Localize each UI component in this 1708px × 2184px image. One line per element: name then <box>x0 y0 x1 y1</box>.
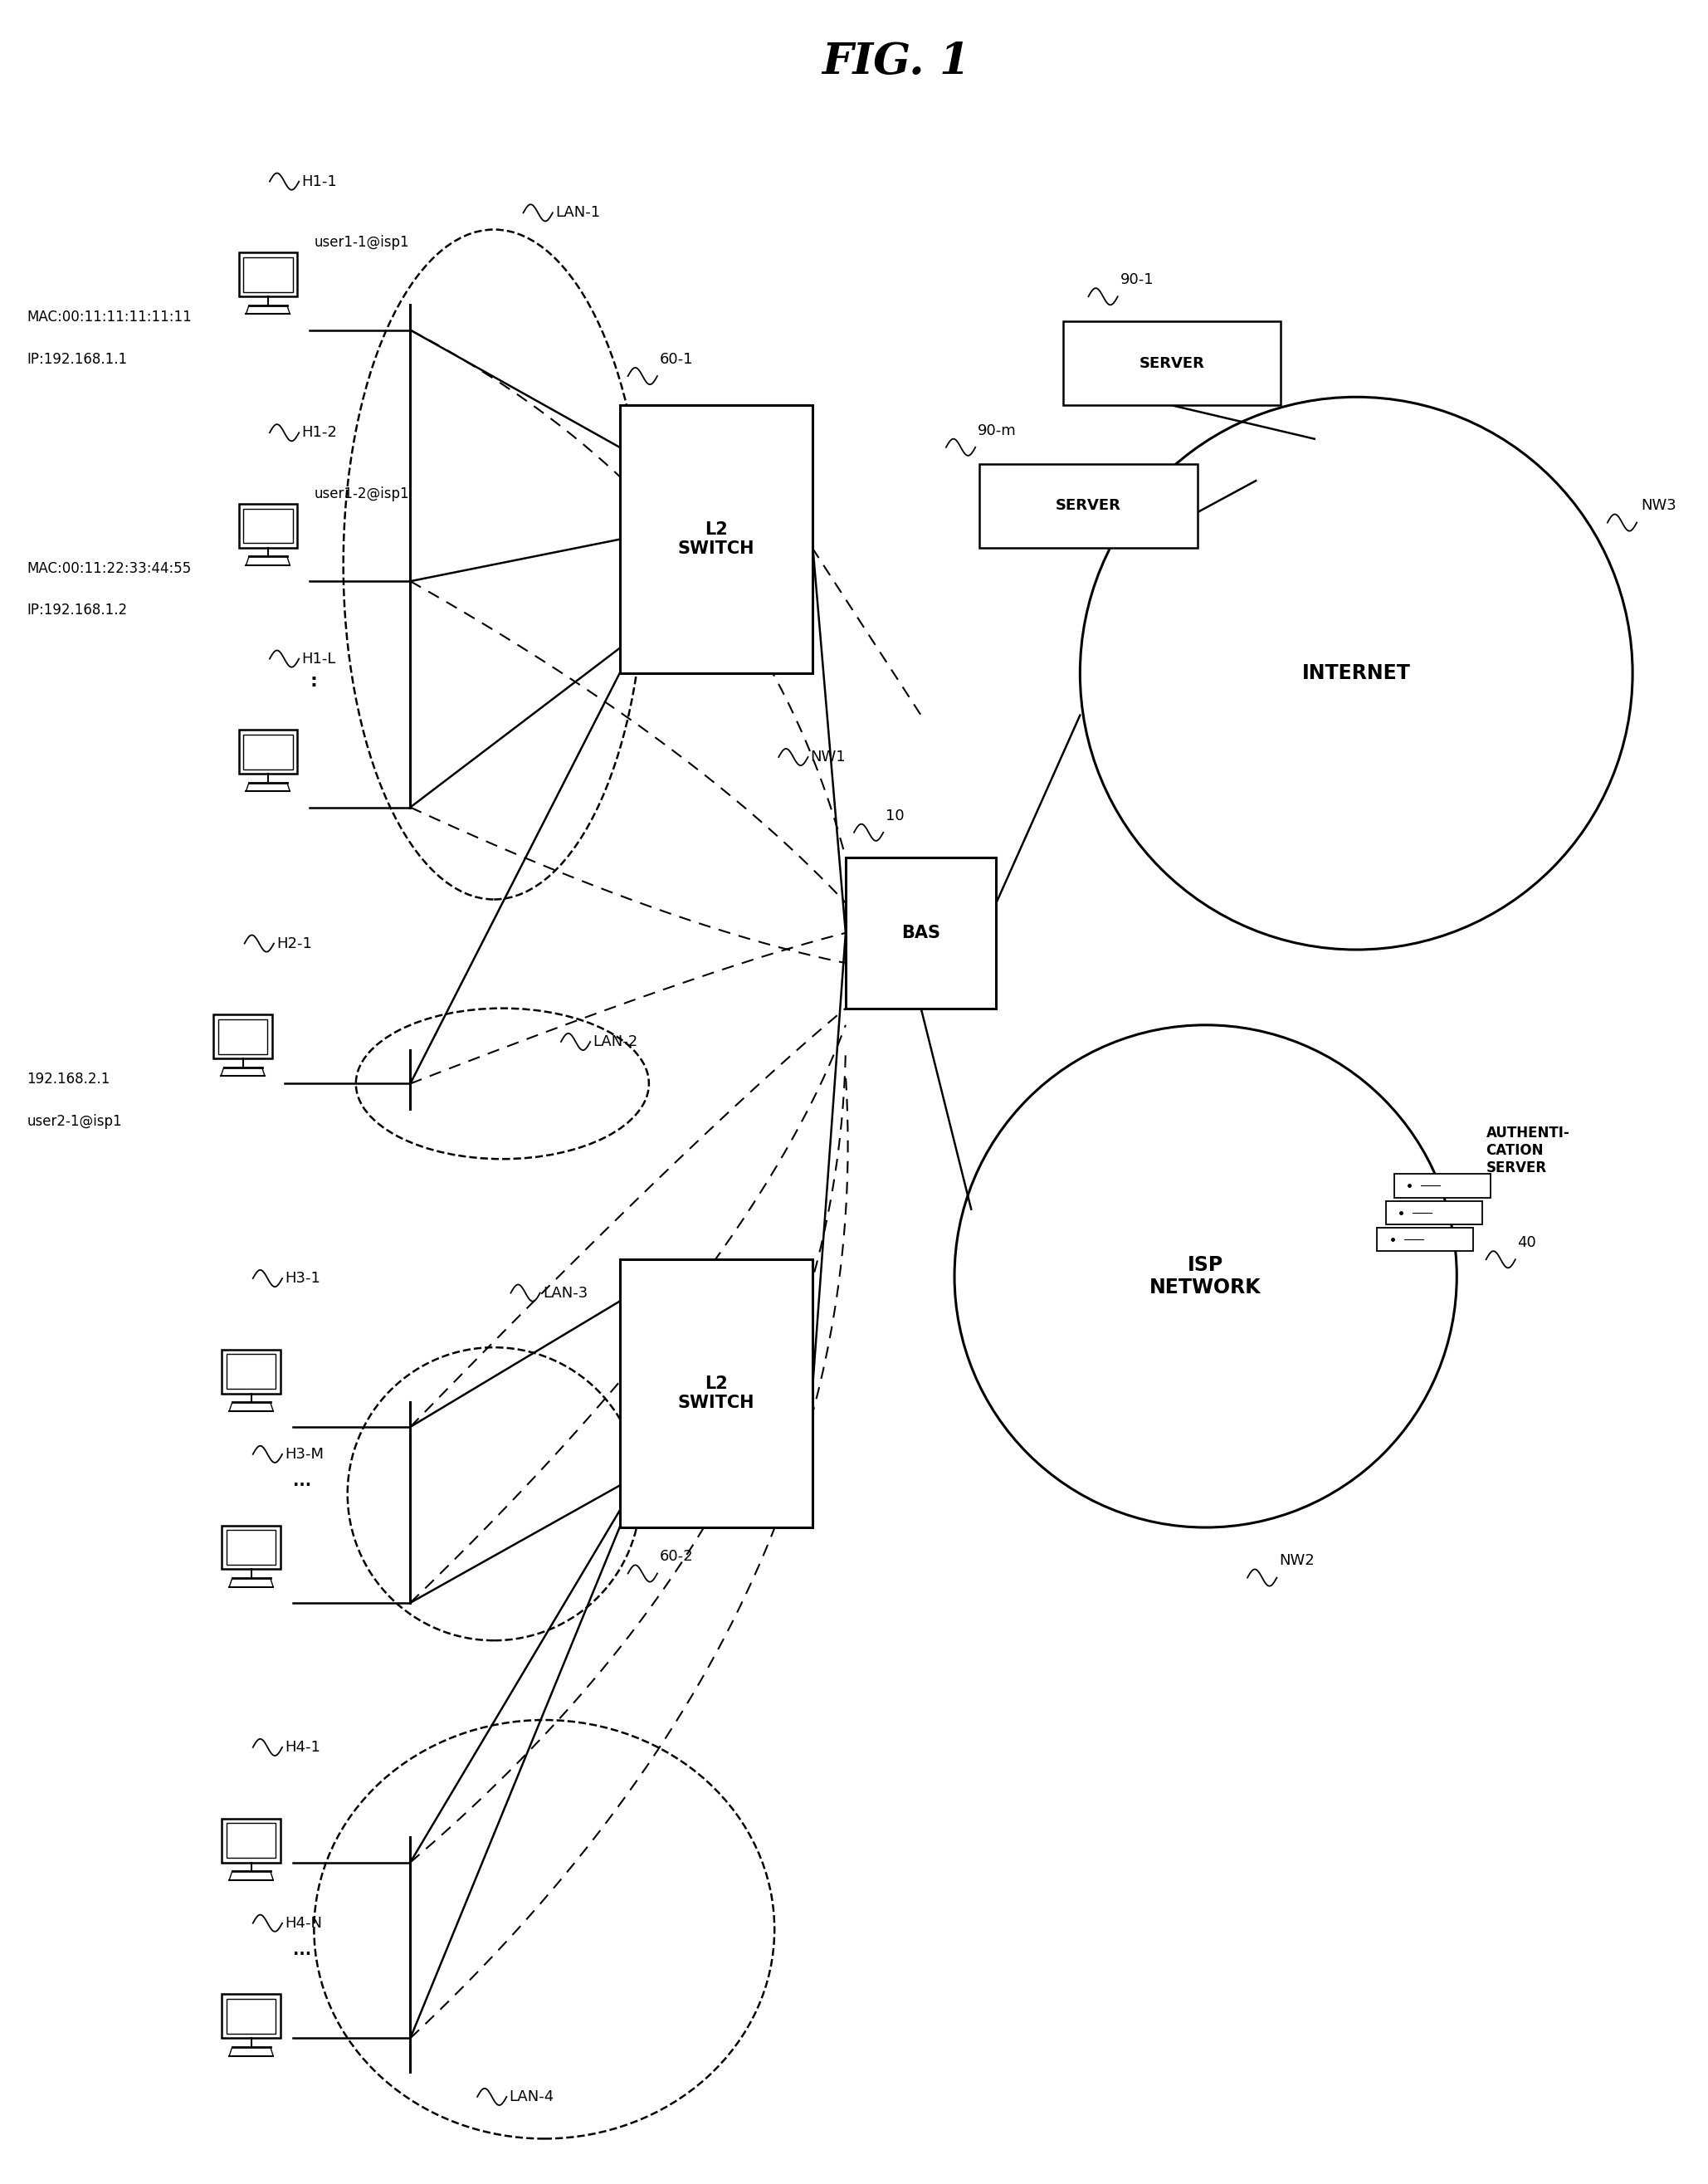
Text: H3-1: H3-1 <box>285 1271 321 1286</box>
Bar <box>239 253 297 297</box>
Bar <box>227 1354 277 1389</box>
Bar <box>845 858 996 1009</box>
Text: 40: 40 <box>1517 1236 1535 1249</box>
Text: H3-M: H3-M <box>285 1446 325 1461</box>
Bar <box>1394 1175 1491 1197</box>
Text: LAN-2: LAN-2 <box>593 1035 637 1048</box>
Text: H4-N: H4-N <box>285 1915 323 1931</box>
Bar <box>243 258 292 293</box>
Text: LAN-3: LAN-3 <box>543 1286 588 1299</box>
Text: BAS: BAS <box>902 924 941 941</box>
Text: H4-1: H4-1 <box>285 1741 321 1754</box>
Text: FIG. 1: FIG. 1 <box>822 41 970 83</box>
Text: NW1: NW1 <box>811 749 845 764</box>
Bar <box>239 505 297 548</box>
Text: MAC:00:11:22:33:44:55: MAC:00:11:22:33:44:55 <box>27 561 191 577</box>
Text: AUTHENTI-
CATION
SERVER: AUTHENTI- CATION SERVER <box>1486 1127 1570 1175</box>
Text: ...: ... <box>294 1474 311 1489</box>
Bar <box>227 1531 277 1564</box>
Bar <box>620 1260 811 1527</box>
Text: user1-1@isp1: user1-1@isp1 <box>314 236 410 251</box>
Text: SERVER: SERVER <box>1139 356 1204 371</box>
Text: 90-m: 90-m <box>979 424 1016 439</box>
Bar <box>620 406 811 673</box>
Bar <box>227 1998 277 2033</box>
Bar <box>214 1016 272 1059</box>
Text: MAC:00:11:11:11:11:11: MAC:00:11:11:11:11:11 <box>27 310 191 325</box>
Text: user2-1@isp1: user2-1@isp1 <box>27 1114 121 1129</box>
Text: 90-1: 90-1 <box>1120 273 1155 288</box>
Text: L2
SWITCH: L2 SWITCH <box>678 1376 755 1411</box>
Bar <box>222 1350 280 1393</box>
Text: ...: ... <box>294 1942 311 1959</box>
Bar <box>222 1994 280 2038</box>
Bar <box>1385 1201 1483 1225</box>
Text: L2
SWITCH: L2 SWITCH <box>678 522 755 557</box>
Text: user1-2@isp1: user1-2@isp1 <box>314 487 410 502</box>
Text: LAN-1: LAN-1 <box>555 205 600 221</box>
Text: LAN-4: LAN-4 <box>509 2090 553 2103</box>
Text: 10: 10 <box>886 808 905 823</box>
Text: H2-1: H2-1 <box>277 937 313 950</box>
Bar <box>243 734 292 769</box>
Text: SERVER: SERVER <box>1056 498 1120 513</box>
Text: IP:192.168.1.1: IP:192.168.1.1 <box>27 352 128 367</box>
Text: 60-2: 60-2 <box>659 1548 693 1564</box>
Text: H1-2: H1-2 <box>302 426 336 441</box>
Bar <box>1377 1227 1474 1251</box>
Text: :: : <box>309 673 318 690</box>
Bar <box>222 1819 280 1863</box>
Bar <box>219 1020 268 1055</box>
Text: H1-L: H1-L <box>302 651 336 666</box>
Bar <box>222 1524 280 1570</box>
Bar <box>243 509 292 544</box>
Text: INTERNET: INTERNET <box>1301 664 1411 684</box>
Text: NW2: NW2 <box>1279 1553 1315 1568</box>
Bar <box>227 1824 277 1859</box>
Text: 60-1: 60-1 <box>659 352 693 367</box>
Text: ISP
NETWORK: ISP NETWORK <box>1149 1256 1262 1297</box>
Text: IP:192.168.1.2: IP:192.168.1.2 <box>27 603 128 618</box>
Text: 192.168.2.1: 192.168.2.1 <box>27 1072 111 1088</box>
Bar <box>1064 321 1281 406</box>
Text: H1-1: H1-1 <box>302 175 336 190</box>
Bar <box>239 729 297 773</box>
Bar <box>980 463 1197 548</box>
Text: NW3: NW3 <box>1641 498 1677 513</box>
